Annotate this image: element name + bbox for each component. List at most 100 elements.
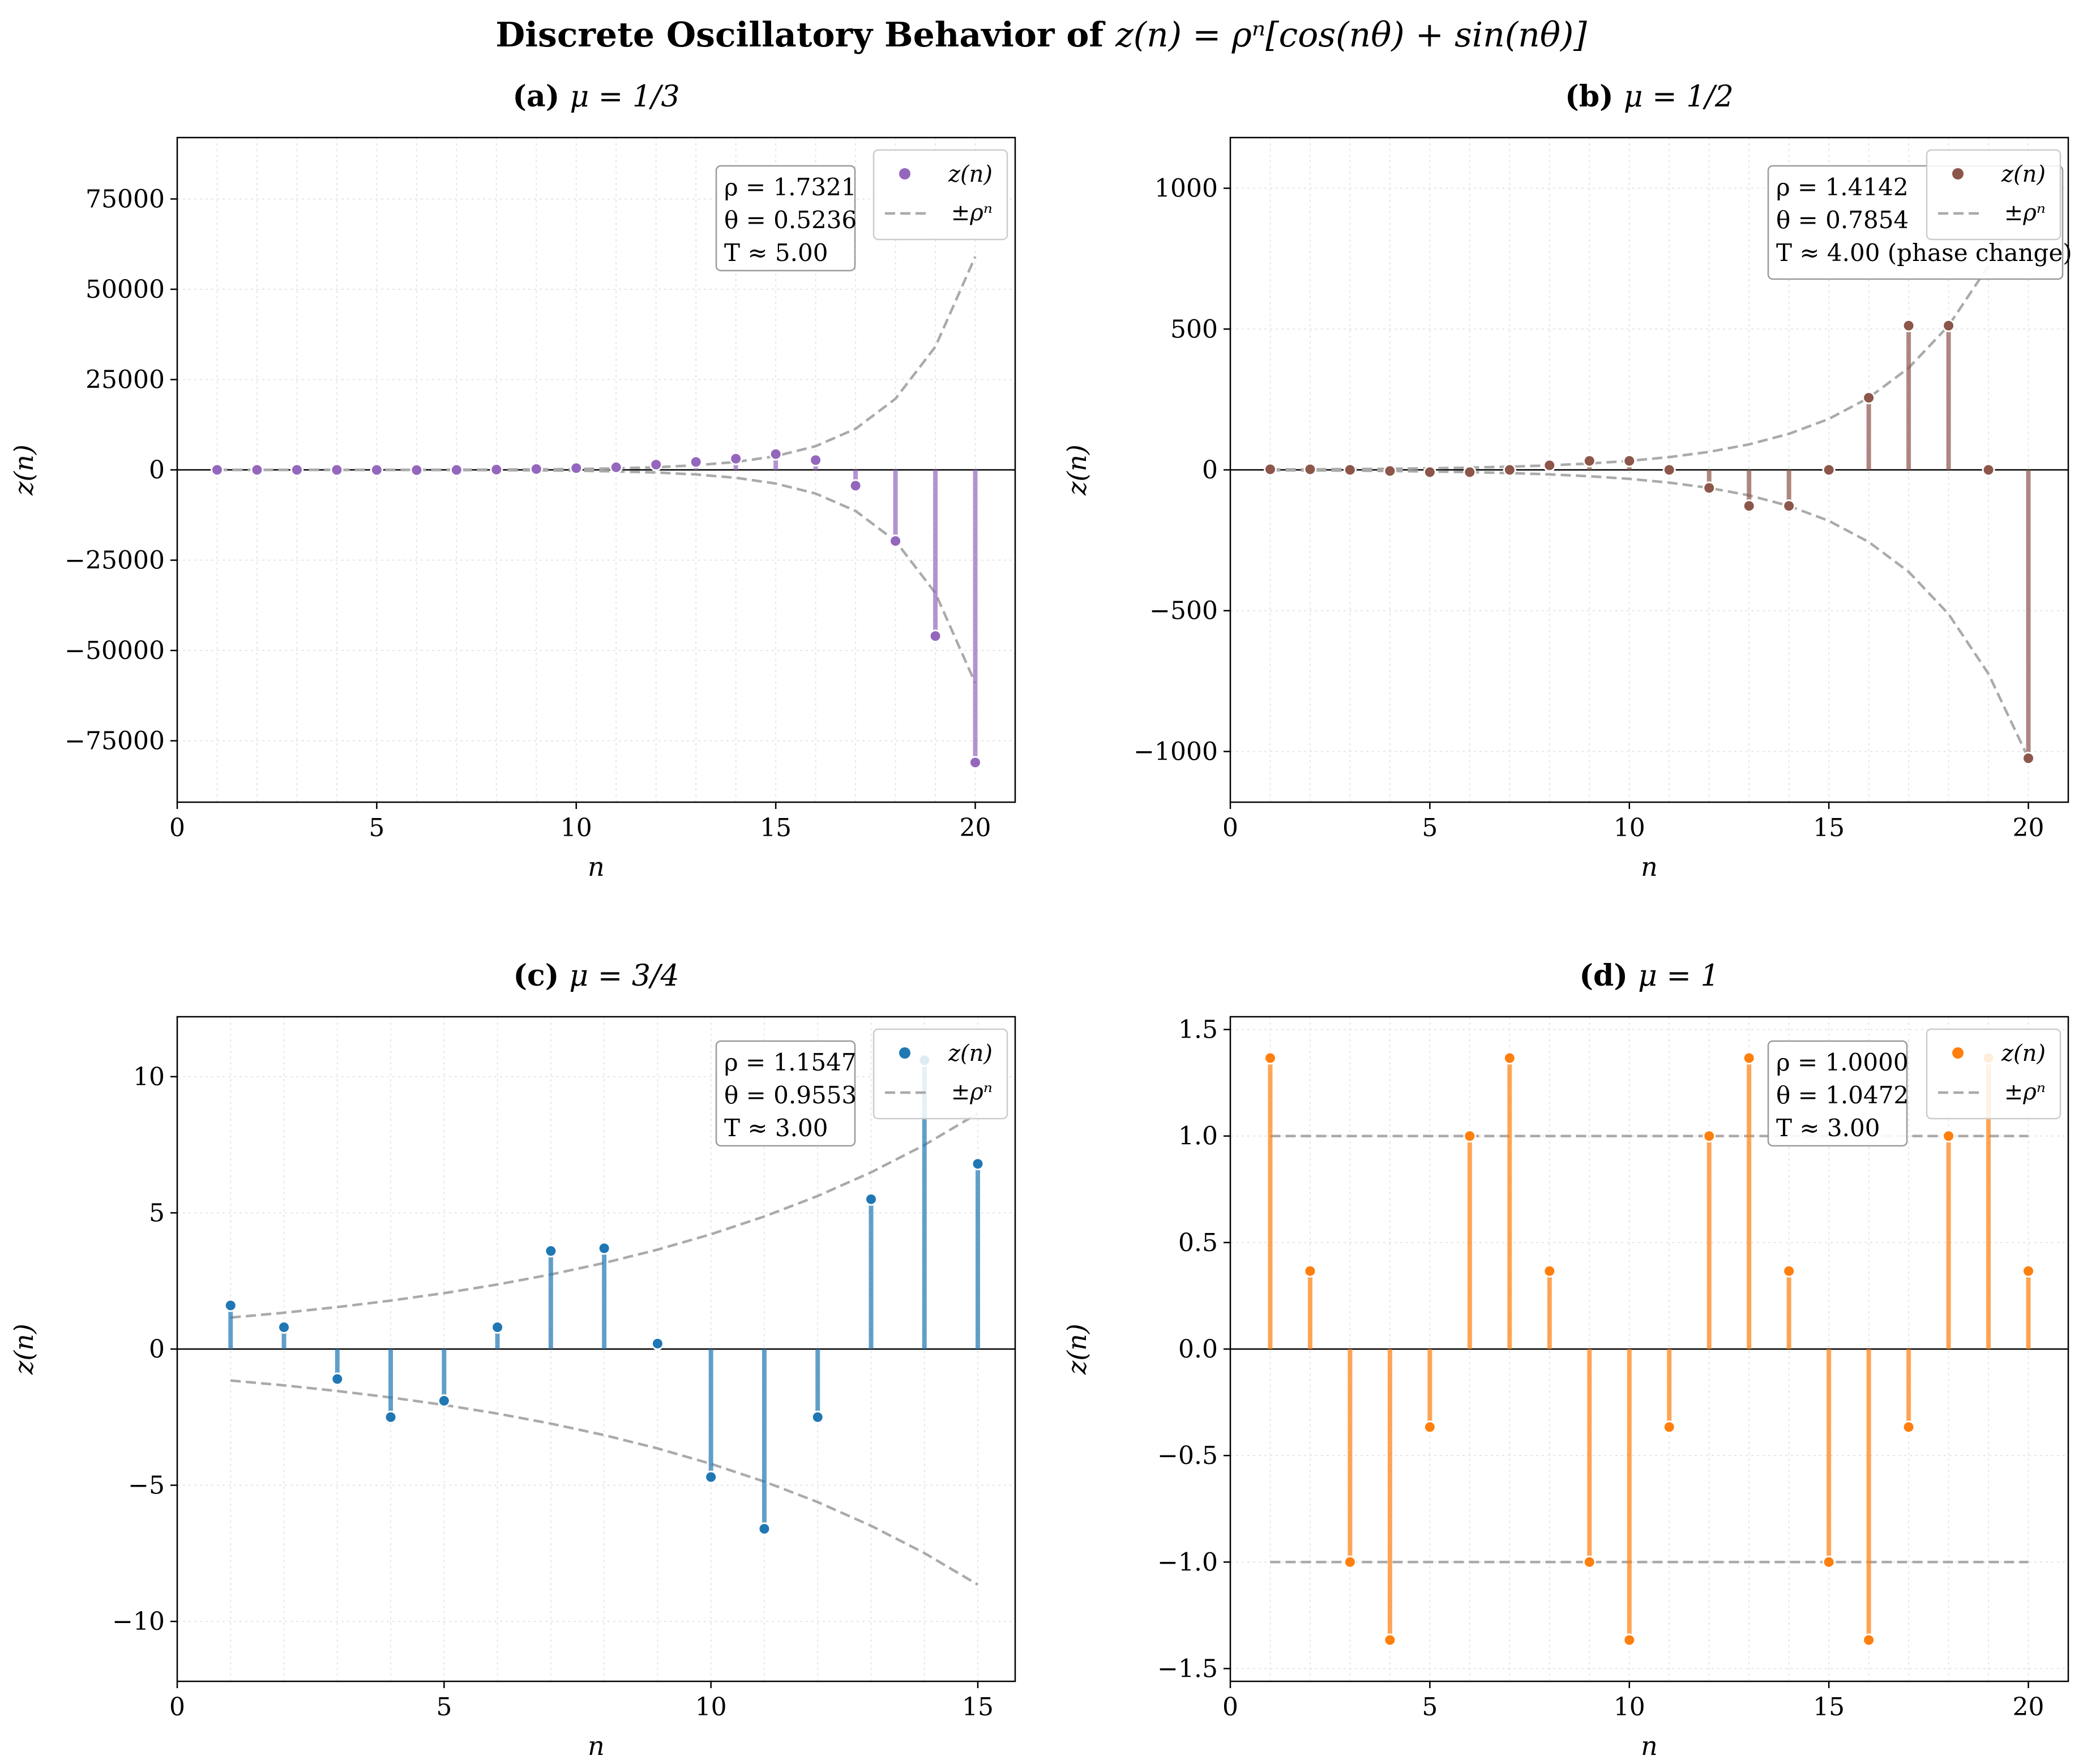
x-tick-label: 15: [962, 1693, 994, 1722]
panel-d: 0 5 10 15 20 −1.5 −1.0 −0.5 0.0 0.5 1.0 1.5 n z(n) (d)…: [1062, 958, 2069, 1761]
data-point-4: [330, 463, 344, 477]
data-point-4: [1383, 1633, 1397, 1647]
panel-title-math: μ = 1/3: [570, 80, 679, 114]
data-point-14: [729, 452, 743, 465]
y-tick-label: −1.5: [1157, 1654, 1218, 1683]
info-line: θ = 0.5236: [724, 206, 857, 234]
x-tick-label: 5: [436, 1693, 452, 1722]
y-tick-label: 25000: [85, 365, 165, 394]
data-point-9: [651, 1337, 664, 1350]
y-tick-label: −25000: [65, 546, 165, 575]
data-point-17: [1902, 319, 1915, 332]
y-tick-label: 0.0: [1178, 1335, 1218, 1364]
data-point-8: [1543, 1264, 1556, 1278]
x-tick-label: 10: [695, 1693, 727, 1722]
panel-c: 0 5 10 15 −10 −5 0 5 10 n z(n) (c) μ = 3/4 ρ = 1.154…: [8, 958, 1016, 1761]
info-line: ρ = 1.7321: [724, 173, 857, 201]
data-point-1: [1263, 463, 1277, 476]
data-point-16: [809, 453, 823, 467]
data-point-13: [864, 1192, 878, 1206]
data-point-7: [1503, 1051, 1516, 1065]
info-line: θ = 0.7854: [1776, 206, 1909, 234]
data-point-1: [224, 1299, 237, 1312]
data-point-3: [1343, 463, 1357, 477]
data-point-6: [410, 463, 424, 477]
panel-title: (b) μ = 1/2: [1565, 79, 1734, 114]
x-tick-label: 0: [169, 1693, 185, 1722]
x-tick-label: 20: [960, 814, 991, 842]
info-line: ρ = 1.4142: [1776, 173, 1909, 201]
data-point-2: [1303, 1264, 1317, 1278]
data-point-11: [609, 460, 623, 474]
envelope-upper: [1270, 181, 2030, 471]
data-point-7: [450, 463, 463, 477]
x-tick-label: 15: [1813, 1693, 1845, 1722]
data-point-8: [1543, 459, 1556, 472]
data-point-8: [597, 1241, 611, 1255]
data-point-10: [1623, 454, 1636, 468]
y-tick-label: 75000: [85, 185, 165, 213]
data-point-7: [1503, 463, 1516, 477]
x-tick-label: 5: [1422, 1693, 1438, 1722]
x-tick-label: 0: [169, 814, 185, 842]
data-point-5: [437, 1394, 451, 1407]
data-point-16: [1862, 391, 1876, 405]
envelope-upper: [217, 256, 977, 472]
data-point-9: [529, 462, 543, 476]
panel-title-math: μ = 1: [1638, 959, 1720, 993]
panel-title-label: (d): [1579, 958, 1638, 993]
envelope-lower: [230, 1379, 979, 1586]
data-point-3: [290, 463, 303, 477]
x-axis-label: n: [588, 851, 605, 882]
info-line: T ≈ 3.00: [724, 1114, 828, 1142]
x-tick-label: 20: [2013, 814, 2044, 842]
y-tick-label: 0: [1202, 456, 1218, 485]
data-point-5: [370, 463, 383, 477]
data-point-12: [1703, 481, 1716, 495]
info-box: [715, 165, 856, 272]
y-tick-label: 0: [149, 456, 165, 485]
info-box: [1767, 1040, 1908, 1147]
data-point-4: [384, 1410, 397, 1424]
y-tick-label: −50000: [65, 636, 165, 665]
panel-b: 0 5 10 15 20 −1000 −500 0 500 1000 n z(n) (b) μ = 1/…: [1062, 79, 2072, 882]
y-axis-label: z(n): [1062, 444, 1092, 496]
legend-marker: [899, 1047, 910, 1059]
y-axis-label: z(n): [8, 444, 39, 496]
data-point-2: [1303, 463, 1317, 476]
data-point-4: [1383, 464, 1397, 478]
data-point-19: [929, 630, 942, 643]
x-tick-label: 10: [1614, 1693, 1645, 1722]
y-tick-label: −75000: [65, 727, 165, 756]
data-point-13: [1742, 499, 1756, 513]
panel-title-label: (b): [1565, 79, 1624, 114]
data-point-8: [490, 463, 503, 476]
data-point-7: [544, 1244, 558, 1258]
data-point-3: [1343, 1555, 1357, 1569]
legend-marker: [1952, 168, 1964, 179]
x-axis-label: n: [1641, 851, 1658, 882]
data-point-9: [1582, 454, 1596, 468]
legend-envelope-label: ±ρⁿ: [951, 1079, 993, 1105]
data-point-3: [331, 1372, 344, 1386]
data-point-6: [491, 1321, 504, 1334]
y-tick-label: 10: [133, 1063, 165, 1091]
data-point-11: [758, 1522, 771, 1536]
y-tick-label: 1.0: [1178, 1122, 1218, 1151]
y-tick-label: −10: [112, 1607, 165, 1636]
legend-series-label: z(n): [2001, 1041, 2046, 1067]
y-tick-label: −1.0: [1157, 1548, 1218, 1577]
data-point-5: [1423, 1420, 1436, 1434]
y-tick-label: 1000: [1154, 174, 1218, 203]
envelope-upper: [230, 1112, 979, 1319]
envelope-lower: [1270, 469, 2030, 759]
data-point-20: [969, 756, 982, 769]
x-tick-label: 20: [2013, 1693, 2044, 1722]
info-line: T ≈ 3.00: [1776, 1114, 1880, 1142]
data-point-18: [1942, 319, 1956, 332]
y-tick-label: 5: [149, 1198, 165, 1227]
data-point-11: [1662, 1420, 1676, 1434]
y-tick-label: 0.5: [1178, 1228, 1218, 1257]
data-point-17: [849, 479, 862, 493]
